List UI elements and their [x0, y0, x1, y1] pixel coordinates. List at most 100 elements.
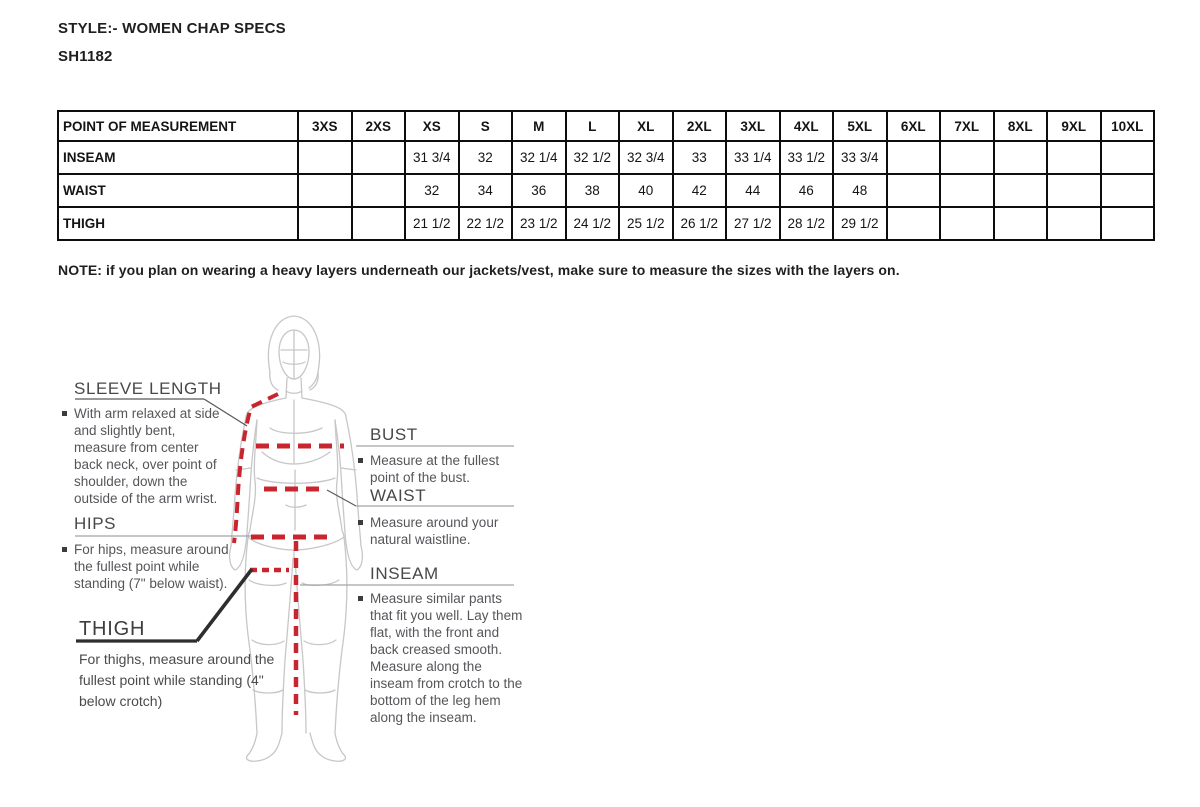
- size-value-cell: 32 3/4: [618, 140, 674, 175]
- size-value-cell: [885, 173, 941, 208]
- bullet-square-icon: [358, 520, 363, 525]
- waist-label: WAIST: [370, 486, 427, 505]
- size-value-cell: 32: [457, 140, 513, 175]
- size-column-header: 7XL: [939, 110, 995, 142]
- bullet-square-icon: [62, 411, 67, 416]
- size-value-cell: 44: [725, 173, 781, 208]
- size-value-cell: [939, 173, 995, 208]
- measurement-column-header: POINT OF MEASUREMENT: [57, 110, 299, 142]
- size-value-cell: 32: [404, 173, 460, 208]
- mannequin-outline: [228, 315, 364, 762]
- size-column-header: 3XL: [725, 110, 781, 142]
- size-value-cell: 33 3/4: [832, 140, 888, 175]
- size-value-cell: [350, 140, 406, 175]
- measurement-row-label: THIGH: [57, 206, 299, 241]
- size-column-header: L: [564, 110, 620, 142]
- table-row: WAIST 32 34 36 38 40 42 44 46 48: [57, 173, 1155, 208]
- bullet-square-icon: [358, 458, 363, 463]
- size-value-cell: [1099, 173, 1155, 208]
- thigh-label: THIGH: [79, 618, 146, 640]
- size-column-header: 3XS: [297, 110, 353, 142]
- size-value-cell: [297, 140, 353, 175]
- size-value-cell: 33 1/4: [725, 140, 781, 175]
- size-value-cell: 24 1/2: [564, 206, 620, 241]
- size-chart-table: POINT OF MEASUREMENT 3XS 2XS XS S M L XL 2XL 3XL 4…: [57, 110, 1155, 241]
- size-value-cell: 32 1/2: [564, 140, 620, 175]
- size-column-header: 2XL: [671, 110, 727, 142]
- size-column-header: 8XL: [992, 110, 1048, 142]
- size-column-header: 5XL: [832, 110, 888, 142]
- sleeve-measure-line: [232, 392, 279, 544]
- size-value-cell: [1046, 140, 1102, 175]
- size-value-cell: [297, 206, 353, 241]
- style-number: SH1182: [58, 48, 113, 65]
- size-value-cell: [939, 206, 995, 241]
- size-value-cell: 29 1/2: [832, 206, 888, 241]
- size-value-cell: 31 3/4: [404, 140, 460, 175]
- size-value-cell: 26 1/2: [671, 206, 727, 241]
- size-value-cell: [297, 173, 353, 208]
- size-column-header: 6XL: [885, 110, 941, 142]
- size-table-body: INSEAM 31 3/4 32 32 1/4 32 1/2 32 3/4 33 33 1/4…: [57, 140, 1155, 241]
- size-value-cell: 38: [564, 173, 620, 208]
- style-title: STYLE:- WOMEN CHAP SPECS: [58, 20, 286, 37]
- size-value-cell: [1046, 173, 1102, 208]
- bust-label: BUST: [370, 425, 418, 444]
- note-text: NOTE: if you plan on wearing a heavy lay…: [58, 262, 900, 278]
- size-value-cell: 34: [457, 173, 513, 208]
- size-value-cell: 23 1/2: [511, 206, 567, 241]
- size-column-header: M: [511, 110, 567, 142]
- size-value-cell: 22 1/2: [457, 206, 513, 241]
- size-value-cell: [992, 206, 1048, 241]
- size-value-cell: [939, 140, 995, 175]
- size-value-cell: 36: [511, 173, 567, 208]
- measurement-row-label: WAIST: [57, 173, 299, 208]
- size-value-cell: [1046, 206, 1102, 241]
- size-value-cell: 33: [671, 140, 727, 175]
- size-value-cell: [1099, 206, 1155, 241]
- table-row: THIGH 21 1/2 22 1/2 23 1/2 24 1/2 25 1/2 26 1/…: [57, 206, 1155, 241]
- leader-lines: [75, 398, 514, 643]
- size-value-cell: [885, 140, 941, 175]
- size-table-header-row: POINT OF MEASUREMENT 3XS 2XS XS S M L XL 2XL 3XL 4…: [57, 110, 1155, 142]
- size-value-cell: 32 1/4: [511, 140, 567, 175]
- size-column-header: S: [457, 110, 513, 142]
- measurement-diagram: SLEEVE LENGTH With arm relaxed at side a…: [0, 300, 1200, 807]
- inseam-label: INSEAM: [370, 564, 439, 583]
- inseam-description: Measure similar pants that fit you well.…: [358, 590, 526, 726]
- size-column-header: XL: [618, 110, 674, 142]
- size-column-header: 4XL: [778, 110, 834, 142]
- sleeve-length-description: With arm relaxed at side and slightly be…: [62, 405, 224, 507]
- size-value-cell: [350, 173, 406, 208]
- size-value-cell: 48: [832, 173, 888, 208]
- bullet-square-icon: [62, 547, 67, 552]
- size-value-cell: [885, 206, 941, 241]
- size-value-cell: 21 1/2: [404, 206, 460, 241]
- size-value-cell: 25 1/2: [618, 206, 674, 241]
- size-value-cell: 46: [778, 173, 834, 208]
- hips-label: HIPS: [74, 514, 117, 533]
- measurement-row-label: INSEAM: [57, 140, 299, 175]
- size-value-cell: [992, 173, 1048, 208]
- size-value-cell: 40: [618, 173, 674, 208]
- size-column-header: XS: [404, 110, 460, 142]
- size-value-cell: 27 1/2: [725, 206, 781, 241]
- size-value-cell: [992, 140, 1048, 175]
- waist-description: Measure around your natural waistline.: [358, 514, 508, 548]
- size-value-cell: 28 1/2: [778, 206, 834, 241]
- size-value-cell: [350, 206, 406, 241]
- size-value-cell: [1099, 140, 1155, 175]
- thigh-description: For thighs, measure around the fullest p…: [79, 651, 275, 709]
- body-figure-illustration: [75, 315, 514, 762]
- size-column-header: 2XS: [350, 110, 406, 142]
- bust-description: Measure at the fullest point of the bust…: [358, 452, 516, 486]
- size-column-header: 9XL: [1046, 110, 1102, 142]
- hips-description: For hips, measure around the fullest poi…: [62, 541, 234, 592]
- sleeve-length-label: SLEEVE LENGTH: [74, 379, 222, 398]
- table-row: INSEAM 31 3/4 32 32 1/4 32 1/2 32 3/4 33 33 1/4…: [57, 140, 1155, 175]
- size-value-cell: 33 1/2: [778, 140, 834, 175]
- bullet-square-icon: [358, 596, 363, 601]
- measurement-lines: [232, 392, 344, 715]
- size-value-cell: 42: [671, 173, 727, 208]
